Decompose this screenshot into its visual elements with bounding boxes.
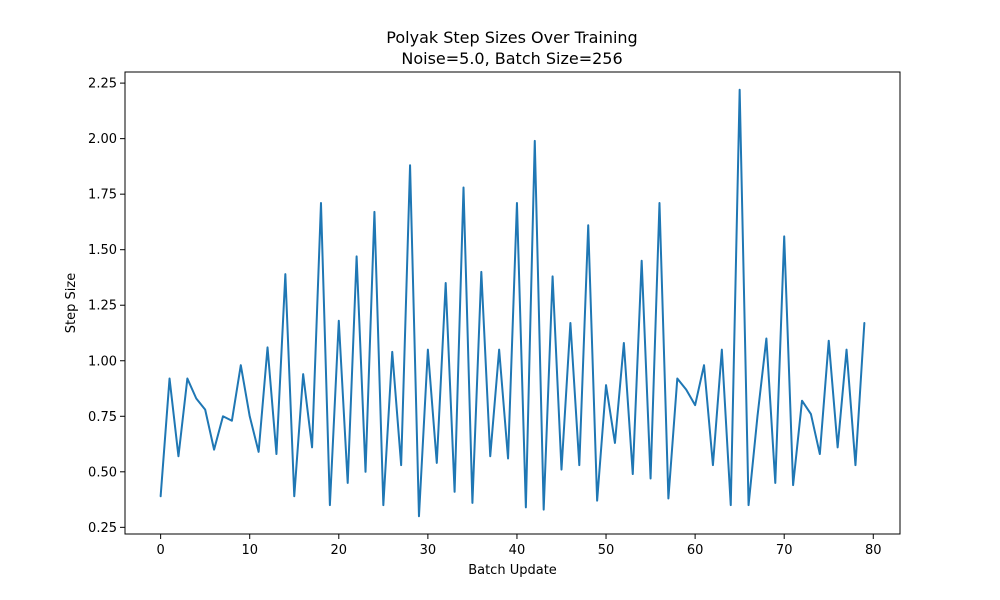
y-tick-label: 1.75	[88, 188, 117, 203]
x-tick-label: 50	[598, 543, 615, 558]
y-tick-label: 1.50	[88, 243, 117, 258]
y-tick-label: 0.25	[88, 521, 117, 536]
y-tick-label: 1.00	[88, 354, 117, 369]
chart-title: Polyak Step Sizes Over Training	[386, 28, 637, 47]
axis-ticks: 0 10 20 30 40 50 60 70 80 0.25 0.50 0.75 1.00 1.25 1.5…	[88, 77, 882, 558]
x-tick-label: 0	[156, 543, 164, 558]
x-tick-label: 30	[420, 543, 437, 558]
y-tick-label: 0.75	[88, 410, 117, 425]
x-axis-label: Batch Update	[468, 563, 557, 578]
y-tick-label: 1.25	[88, 299, 117, 314]
y-axis-label: Step Size	[64, 273, 79, 333]
y-tick-label: 0.50	[88, 465, 117, 480]
y-tick-label: 2.00	[88, 132, 117, 147]
y-tick-label: 2.25	[88, 77, 117, 92]
x-tick-label: 80	[865, 543, 882, 558]
series-line	[159, 88, 866, 518]
plot-area	[159, 88, 866, 518]
x-tick-label: 10	[241, 543, 258, 558]
x-tick-label: 60	[687, 543, 704, 558]
x-tick-label: 40	[509, 543, 526, 558]
x-tick-label: 20	[331, 543, 348, 558]
x-tick-label: 70	[776, 543, 793, 558]
chart-subtitle: Noise=5.0, Batch Size=256	[401, 49, 622, 68]
plot-frame	[124, 71, 901, 535]
